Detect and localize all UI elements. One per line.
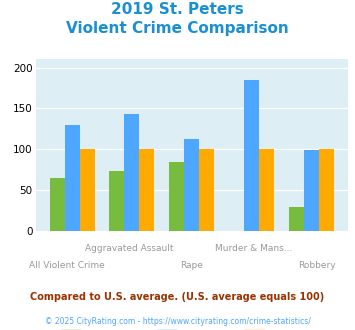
Bar <box>259 149 274 231</box>
Text: Compared to U.S. average. (U.S. average equals 100): Compared to U.S. average. (U.S. average … <box>31 292 324 302</box>
Bar <box>289 207 304 231</box>
Text: Violent Crime Comparison: Violent Crime Comparison <box>66 21 289 36</box>
Bar <box>80 149 94 231</box>
Bar <box>109 171 125 231</box>
Bar <box>65 125 80 231</box>
Bar <box>140 149 154 231</box>
Text: Rape: Rape <box>180 261 203 270</box>
Bar <box>319 149 334 231</box>
Bar <box>125 114 140 231</box>
Text: 2019 St. Peters: 2019 St. Peters <box>111 2 244 16</box>
Text: All Violent Crime: All Violent Crime <box>29 261 105 270</box>
Text: Robbery: Robbery <box>298 261 335 270</box>
Bar <box>50 178 65 231</box>
Legend: St. Peters, Missouri, National: St. Peters, Missouri, National <box>56 326 327 330</box>
Text: Aggravated Assault: Aggravated Assault <box>85 244 174 253</box>
Bar <box>199 149 214 231</box>
Text: © 2025 CityRating.com - https://www.cityrating.com/crime-statistics/: © 2025 CityRating.com - https://www.city… <box>45 317 310 326</box>
Bar <box>169 162 184 231</box>
Bar <box>244 80 259 231</box>
Text: Murder & Mans...: Murder & Mans... <box>215 244 293 253</box>
Bar <box>304 150 319 231</box>
Bar <box>184 140 199 231</box>
